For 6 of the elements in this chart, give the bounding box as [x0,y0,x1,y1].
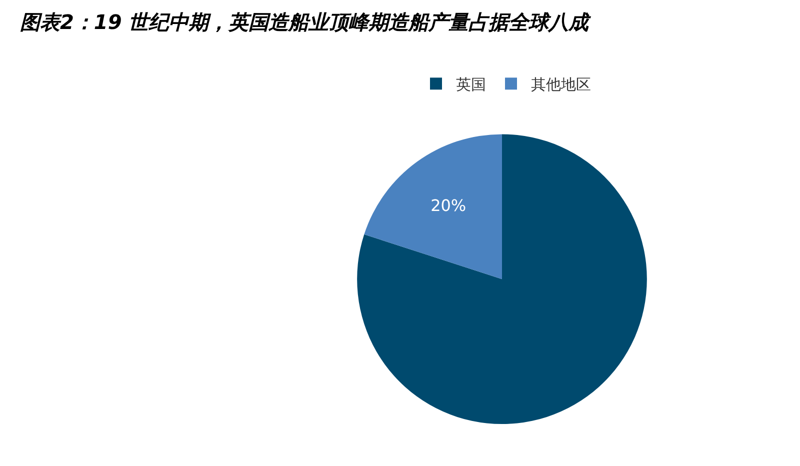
legend-label: 英国 [456,75,486,94]
pie-slice [357,134,647,424]
chart-title: 图表2：19 世纪中期，英国造船业顶峰期造船产量占据全球八成 [20,10,592,34]
pie-slice [364,134,502,280]
legend-label: 其他地区 [531,75,591,94]
data-label: 20% [430,196,466,215]
